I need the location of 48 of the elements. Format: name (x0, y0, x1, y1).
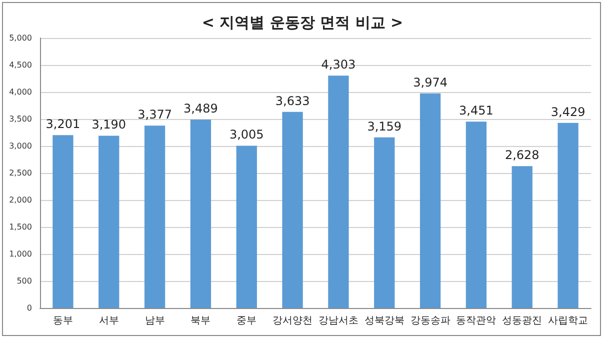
data-label: 3,201 (46, 117, 80, 132)
x-tick-label: 북부 (190, 316, 211, 326)
y-tick-label: 2,500 (9, 168, 32, 178)
data-label: 3,633 (275, 94, 310, 108)
data-label: 3,429 (550, 104, 586, 119)
data-label: 3,005 (229, 128, 264, 142)
x-tick-label: 남부 (144, 316, 165, 326)
y-tick-label: 5,000 (9, 34, 32, 42)
bar (420, 93, 441, 308)
data-label: 3,451 (459, 104, 494, 118)
data-label: 3,377 (138, 108, 172, 122)
x-tick-label: 강남서초 (318, 316, 358, 326)
y-tick-label: 4,000 (9, 88, 32, 96)
bar (144, 126, 166, 308)
data-label: 2,628 (504, 148, 540, 162)
y-tick-label: 3,500 (9, 114, 32, 124)
data-label: 3,974 (413, 75, 448, 90)
bar (190, 120, 212, 308)
bar (282, 112, 303, 308)
x-tick-label: 성북강북 (364, 316, 404, 326)
x-tick-label: 사립학교 (548, 316, 588, 326)
bar (236, 146, 257, 308)
y-tick-label: 3,000 (9, 142, 32, 150)
x-tick-label: 강서양천 (272, 316, 313, 326)
data-label: 4,303 (321, 58, 356, 72)
x-tick-label: 강동송파 (410, 316, 450, 326)
y-tick-label: 1,000 (9, 250, 32, 258)
data-label: 3,159 (367, 119, 402, 134)
chart-title: < 지역별 운동장 면적 비교 > (202, 14, 404, 32)
x-tick-label: 성동광진 (502, 316, 542, 326)
bar (98, 136, 120, 308)
x-tick-label: 서부 (98, 316, 119, 326)
x-tick-label: 중부 (236, 316, 257, 326)
x-tick-label: 동부 (52, 316, 73, 326)
bar (466, 122, 487, 308)
data-label: 3,489 (184, 102, 218, 116)
bar (52, 135, 74, 308)
data-label: 3,190 (92, 118, 126, 132)
y-tick-label: 2,000 (9, 196, 32, 204)
y-tick-label: 500 (16, 276, 32, 286)
bar (328, 76, 349, 308)
y-tick-label: 0 (26, 304, 32, 312)
bar (374, 137, 395, 308)
bar (512, 166, 532, 308)
x-tick-label: 동작관악 (456, 316, 496, 326)
y-tick-label: 4,500 (9, 60, 32, 70)
y-tick-label: 1,500 (9, 222, 32, 232)
bar (558, 122, 578, 308)
